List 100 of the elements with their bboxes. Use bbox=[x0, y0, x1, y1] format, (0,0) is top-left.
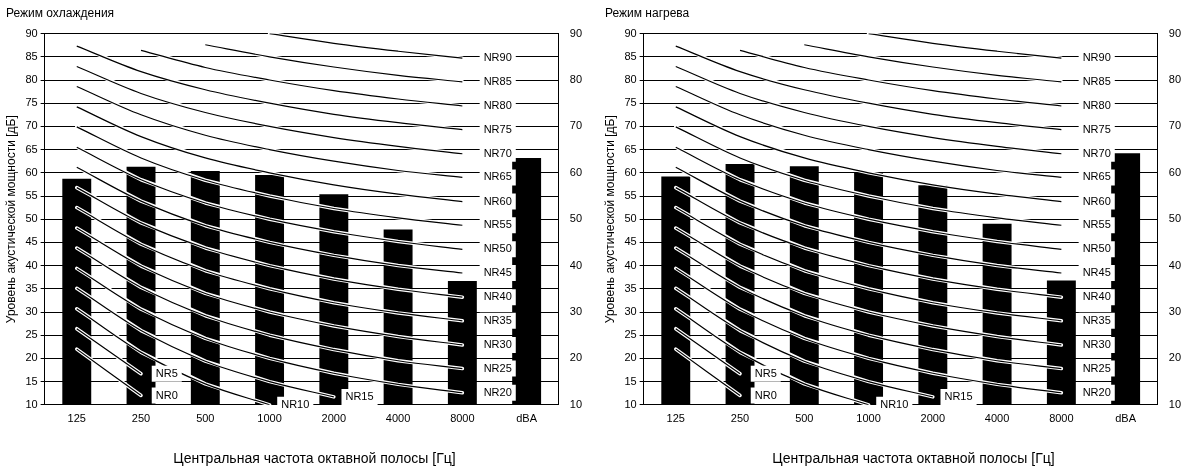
x-tick-label: 2000 bbox=[321, 412, 347, 425]
series-label: NR90 bbox=[483, 51, 512, 64]
series-label: NR75 bbox=[1082, 122, 1111, 135]
y2-tick-label: 40 bbox=[569, 258, 583, 271]
y-tick-label: 65 bbox=[624, 142, 637, 155]
y-axis-title: Уровень акустической мощности [дБ] bbox=[602, 115, 617, 324]
x-axis-title: Центральная частота октавной полосы [Гц] bbox=[771, 450, 1056, 466]
y-axis-title: Уровень акустической мощности [дБ] bbox=[3, 115, 18, 324]
series-label: NR75 bbox=[483, 122, 512, 135]
y2-tick-label: 10 bbox=[1168, 397, 1182, 410]
y2-tick-label: 30 bbox=[1168, 305, 1182, 318]
series-label: NR60 bbox=[483, 194, 512, 207]
y-tick-label: 55 bbox=[25, 189, 38, 202]
y-tick-label: 25 bbox=[25, 328, 38, 341]
y-tick-label: 90 bbox=[25, 26, 38, 39]
y2-tick-label: 80 bbox=[569, 73, 583, 86]
series-label: NR35 bbox=[1082, 313, 1111, 326]
y-tick-label: 30 bbox=[624, 305, 637, 318]
y-tick-label: 10 bbox=[25, 397, 38, 410]
x-tick-label: 8000 bbox=[450, 412, 475, 425]
x-tick-label: 2000 bbox=[920, 412, 946, 425]
series-label: NR65 bbox=[483, 170, 512, 183]
x-tick-label: 8000 bbox=[1049, 412, 1074, 425]
series-label: NR20 bbox=[1082, 385, 1111, 398]
y-tick-label: 70 bbox=[25, 119, 38, 132]
x-tick-label: 1000 bbox=[856, 412, 881, 425]
y2-tick-label: 20 bbox=[1168, 351, 1182, 364]
y2-tick-label: 50 bbox=[569, 212, 583, 225]
y2-tick-label: 20 bbox=[569, 351, 583, 364]
y-tick-label: 45 bbox=[624, 235, 637, 248]
series-label: NR45 bbox=[483, 266, 512, 279]
series-label: NR40 bbox=[483, 290, 512, 303]
series-label: NR30 bbox=[1082, 337, 1111, 350]
y2-tick-label: 50 bbox=[1168, 212, 1182, 225]
y2-tick-label: 60 bbox=[569, 165, 583, 178]
y-tick-label: 20 bbox=[25, 351, 38, 364]
y2-tick-label: 10 bbox=[569, 397, 583, 410]
series-label: NR80 bbox=[1082, 99, 1111, 112]
y2-tick-label: 70 bbox=[569, 119, 583, 132]
y-tick-label: 65 bbox=[25, 142, 38, 155]
series-label: NR30 bbox=[483, 337, 512, 350]
series-label: NR80 bbox=[483, 99, 512, 112]
y-tick-label: 75 bbox=[624, 96, 637, 109]
series-label: NR0 bbox=[754, 388, 777, 401]
x-tick-label: 1000 bbox=[257, 412, 282, 425]
y-tick-label: 80 bbox=[25, 73, 38, 86]
y-tick-label: 45 bbox=[25, 235, 38, 248]
chart-title: Режим охлаждения bbox=[6, 6, 115, 20]
series-label: NR70 bbox=[1082, 146, 1111, 159]
series-label: NR35 bbox=[483, 313, 512, 326]
x-tick-label: dBA bbox=[516, 412, 538, 425]
y2-tick-label: 60 bbox=[1168, 165, 1182, 178]
y-tick-label: 75 bbox=[25, 96, 38, 109]
series-label: NR25 bbox=[483, 361, 512, 374]
series-label: NR5 bbox=[754, 366, 777, 379]
y-tick-label: 90 bbox=[624, 26, 637, 39]
y-tick-label: 15 bbox=[624, 374, 637, 387]
chart-title: Режим нагрева bbox=[605, 6, 690, 20]
y-tick-label: 85 bbox=[25, 49, 38, 62]
y-tick-label: 35 bbox=[624, 281, 637, 294]
x-tick-label: 250 bbox=[131, 412, 151, 425]
x-tick-label: 125 bbox=[67, 412, 86, 425]
series-label: NR10 bbox=[281, 397, 310, 410]
y2-tick-label: 90 bbox=[1168, 26, 1182, 39]
y-tick-label: 55 bbox=[624, 189, 637, 202]
series-label: NR15 bbox=[345, 389, 374, 402]
y-tick-label: 60 bbox=[25, 165, 38, 178]
series-label: NR55 bbox=[1082, 218, 1111, 231]
y-tick-label: 80 bbox=[624, 73, 637, 86]
y-tick-label: 70 bbox=[624, 119, 637, 132]
series-label: NR60 bbox=[1082, 194, 1111, 207]
series-label: NR85 bbox=[483, 74, 512, 87]
y-tick-label: 50 bbox=[624, 212, 637, 225]
x-tick-label: dBA bbox=[1115, 412, 1137, 425]
x-tick-label: 500 bbox=[795, 412, 814, 425]
series-label: NR10 bbox=[880, 397, 909, 410]
y-tick-label: 40 bbox=[25, 258, 38, 271]
series-label: NR65 bbox=[1082, 170, 1111, 183]
y-tick-label: 40 bbox=[624, 258, 637, 271]
x-tick-label: 4000 bbox=[984, 412, 1010, 425]
series-label: NR50 bbox=[483, 242, 512, 255]
y-tick-label: 50 bbox=[25, 212, 38, 225]
x-tick-label: 500 bbox=[196, 412, 215, 425]
x-tick-label: 250 bbox=[730, 412, 750, 425]
series-label: NR45 bbox=[1082, 266, 1111, 279]
y2-tick-label: 40 bbox=[1168, 258, 1182, 271]
y-tick-label: 60 bbox=[624, 165, 637, 178]
series-label: NR20 bbox=[483, 385, 512, 398]
y2-tick-label: 30 bbox=[569, 305, 583, 318]
series-label: NR90 bbox=[1082, 51, 1111, 64]
series-label: NR50 bbox=[1082, 242, 1111, 255]
series-label: NR70 bbox=[483, 146, 512, 159]
series-label: NR25 bbox=[1082, 361, 1111, 374]
series-label: NR15 bbox=[944, 389, 973, 402]
y-tick-label: 25 bbox=[624, 328, 637, 341]
x-tick-label: 125 bbox=[666, 412, 685, 425]
y2-tick-label: 90 bbox=[569, 26, 583, 39]
x-axis-title: Центральная частота октавной полосы [Гц] bbox=[172, 450, 457, 466]
y-tick-label: 85 bbox=[624, 49, 637, 62]
y-tick-label: 20 bbox=[624, 351, 637, 364]
